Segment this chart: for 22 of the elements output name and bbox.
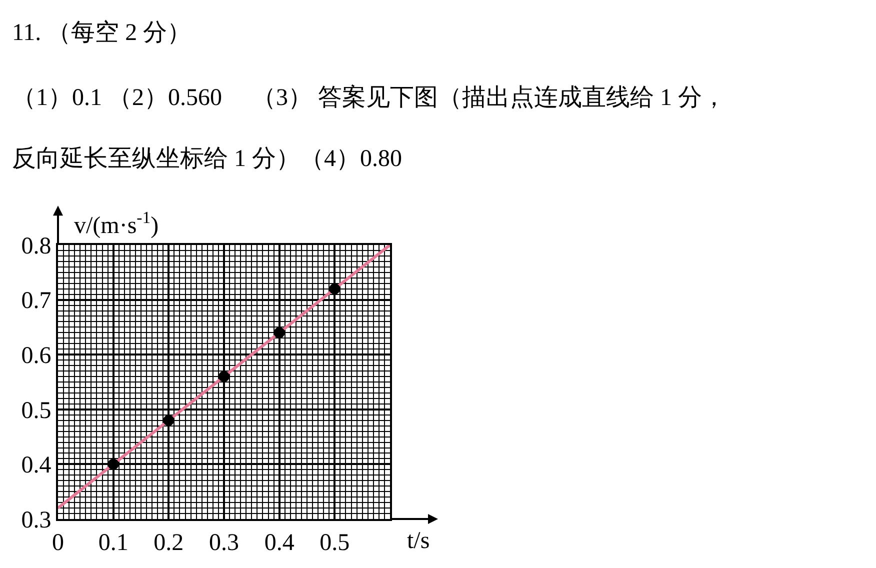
text: 11. （每空 2 分） <box>12 19 192 46</box>
x-tick-label: 0 <box>52 530 64 556</box>
y-tick-label: 0.7 <box>21 288 52 314</box>
y-tick-label: 0.5 <box>21 398 52 424</box>
y-tick-label: 0.8 <box>21 233 52 260</box>
x-axis-title: t/s <box>407 528 430 554</box>
y-tick-label: 0.4 <box>21 452 52 479</box>
y-tick-label: 0.6 <box>21 343 52 369</box>
point <box>274 327 285 338</box>
x-tick-label: 0.5 <box>320 530 350 556</box>
text: 反向延长至纵坐标给 1 分）（4）0.80 <box>12 146 402 172</box>
x-tick-label: 0.3 <box>209 530 239 556</box>
y-tick-label: 0.3 <box>21 507 52 534</box>
x-tick-label: 0.1 <box>98 530 128 556</box>
y-axis-title: v/(m·s$^{-1}$) <box>74 208 159 240</box>
x-tick-label: 0.4 <box>264 530 294 556</box>
text: （1）0.1 （2）0.560 （3） 答案见下图（描出点连成直线给 1 分， <box>12 84 726 111</box>
point <box>163 414 174 426</box>
point <box>108 458 119 470</box>
x-tick-label: 0.2 <box>154 530 184 556</box>
point <box>218 371 230 382</box>
point <box>329 283 340 294</box>
